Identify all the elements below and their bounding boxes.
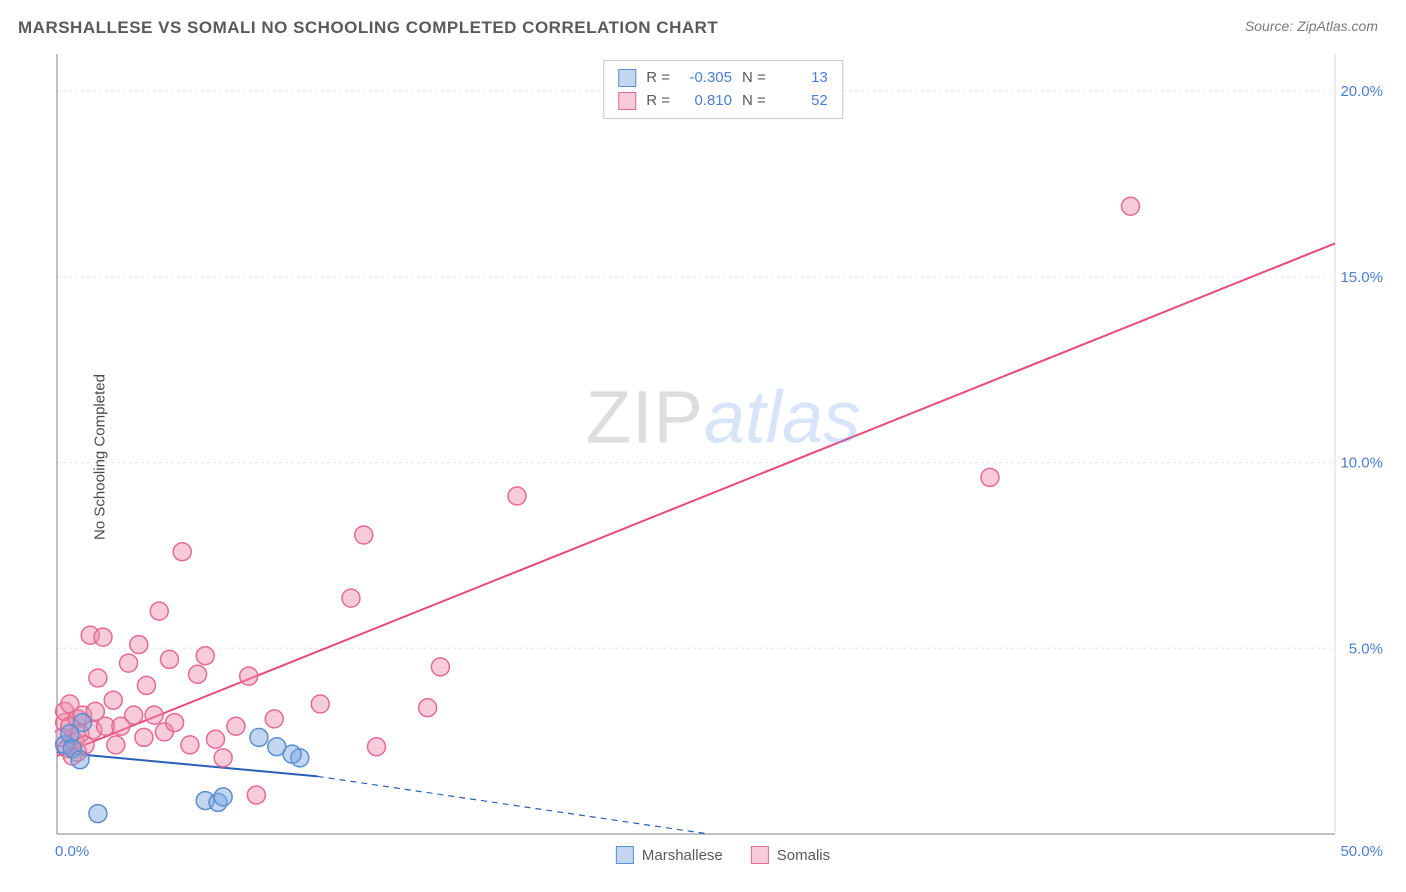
source-attribution: Source: ZipAtlas.com bbox=[1245, 18, 1378, 34]
swatch-somalis bbox=[618, 92, 636, 110]
svg-text:10.0%: 10.0% bbox=[1340, 455, 1383, 472]
r-label: R = bbox=[646, 90, 670, 113]
legend-item-somalis: Somalis bbox=[751, 846, 830, 864]
y-axis-label: No Schooling Completed bbox=[91, 374, 108, 540]
r-label: R = bbox=[646, 67, 670, 90]
svg-text:5.0%: 5.0% bbox=[1349, 640, 1383, 657]
scatter-plot: 5.0% 10.0% 15.0% 20.0% 0.0% 50.0% bbox=[55, 52, 1391, 862]
source-name: ZipAtlas.com bbox=[1297, 18, 1378, 34]
series-legend: Marshallese Somalis bbox=[616, 846, 830, 864]
r-value-somalis: 0.810 bbox=[680, 90, 732, 113]
correlation-legend: R = -0.305 N = 13 R = 0.810 N = 52 bbox=[603, 60, 843, 119]
svg-text:0.0%: 0.0% bbox=[55, 843, 89, 860]
chart-container: No Schooling Completed ZIPatlas 5.0%10.0… bbox=[55, 52, 1391, 862]
r-value-marshallese: -0.305 bbox=[680, 67, 732, 90]
n-label: N = bbox=[742, 90, 766, 113]
swatch-marshallese bbox=[616, 846, 634, 864]
svg-text:15.0%: 15.0% bbox=[1340, 269, 1383, 286]
n-value-marshallese: 13 bbox=[776, 67, 828, 90]
source-prefix: Source: bbox=[1245, 18, 1297, 34]
chart-title: MARSHALLESE VS SOMALI NO SCHOOLING COMPL… bbox=[18, 18, 718, 38]
swatch-somalis bbox=[751, 846, 769, 864]
legend-label-marshallese: Marshallese bbox=[642, 847, 723, 864]
legend-row-marshallese: R = -0.305 N = 13 bbox=[618, 67, 828, 90]
legend-label-somalis: Somalis bbox=[777, 847, 830, 864]
swatch-marshallese bbox=[618, 69, 636, 87]
n-label: N = bbox=[742, 67, 766, 90]
legend-row-somalis: R = 0.810 N = 52 bbox=[618, 90, 828, 113]
svg-text:20.0%: 20.0% bbox=[1340, 83, 1383, 100]
n-value-somalis: 52 bbox=[776, 90, 828, 113]
legend-item-marshallese: Marshallese bbox=[616, 846, 723, 864]
svg-text:50.0%: 50.0% bbox=[1340, 843, 1383, 860]
